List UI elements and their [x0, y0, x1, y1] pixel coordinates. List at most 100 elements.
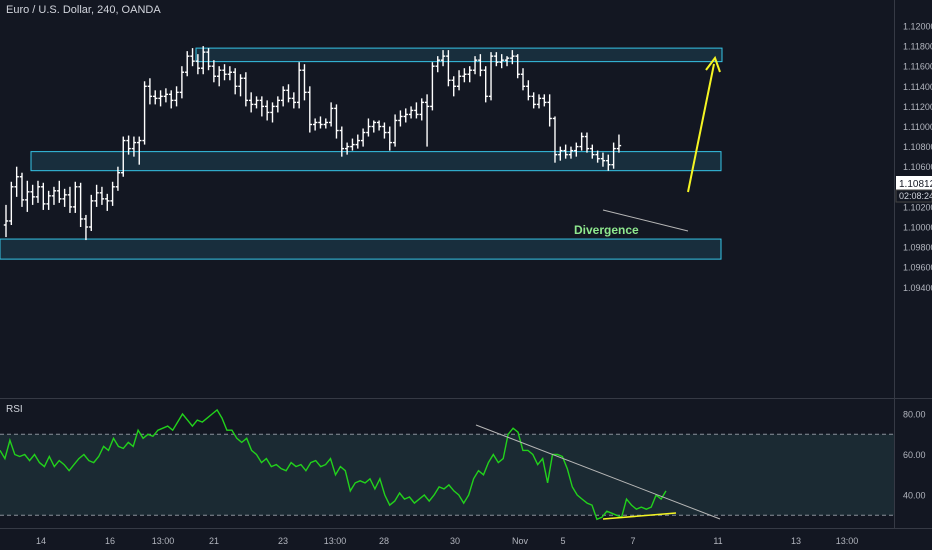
price-bar — [424, 94, 430, 147]
price-bar — [19, 172, 25, 207]
time-tick-label: 11 — [713, 536, 722, 546]
price-bar — [584, 132, 590, 153]
divergence-label: Divergence — [574, 223, 639, 237]
price-bar — [51, 186, 57, 205]
price-bar — [286, 84, 291, 103]
rsi-tick-label: 80.00 — [903, 410, 926, 420]
price-bar — [14, 166, 19, 197]
rsi-tick-label: 40.00 — [903, 491, 926, 501]
price-bar — [382, 122, 387, 139]
price-tick-label: 1.12000 — [903, 22, 932, 32]
price-bar — [371, 120, 376, 133]
time-tick-label: 30 — [450, 536, 460, 546]
time-tick-label: 28 — [379, 536, 389, 546]
price-bar — [595, 150, 600, 163]
price-bar — [126, 135, 131, 155]
price-bar — [472, 56, 478, 75]
price-bar — [307, 86, 313, 133]
price-tick-label: 1.11000 — [903, 122, 932, 132]
price-bar — [510, 50, 515, 65]
price-tick-label: 1.11400 — [903, 82, 932, 92]
price-bars — [3, 46, 622, 241]
price-bar — [552, 116, 558, 163]
price-bar — [57, 180, 62, 203]
price-bar — [606, 154, 611, 171]
price-bar — [280, 86, 286, 107]
price-bar — [536, 94, 542, 109]
price-bar — [62, 188, 67, 207]
price-bar — [542, 94, 547, 107]
price-bar — [600, 152, 606, 167]
price-bar — [131, 136, 137, 157]
support-resistance-zone — [0, 238, 722, 260]
support-resistance-zone — [195, 47, 723, 63]
price-bar — [451, 76, 456, 97]
price-bar — [147, 78, 153, 105]
price-bar — [110, 181, 115, 206]
price-bar — [387, 126, 392, 151]
price-bar — [153, 90, 158, 105]
time-tick-label: 13:00 — [836, 536, 859, 546]
price-bar — [238, 74, 243, 97]
price-bar — [339, 126, 344, 157]
price-tick-label: 1.11800 — [903, 42, 932, 52]
price-bar — [275, 96, 281, 113]
grid — [0, 0, 932, 529]
price-bar — [211, 60, 217, 83]
price-bar — [462, 68, 467, 83]
price-bar — [201, 46, 206, 75]
price-tick-label: 1.10600 — [903, 162, 932, 172]
time-tick-label: 21 — [209, 536, 219, 546]
price-tick-label: 1.11200 — [903, 102, 932, 112]
price-tick-label: 1.10000 — [903, 223, 932, 233]
rsi-band — [0, 434, 894, 516]
countdown-badge — [895, 189, 932, 203]
rsi-title: RSI — [6, 404, 23, 415]
rsi-support-line — [602, 512, 677, 520]
rsi-trendline — [475, 424, 721, 520]
price-bar — [291, 92, 297, 109]
projection-arrow — [687, 63, 715, 193]
price-bar — [30, 184, 35, 205]
time-tick-label: 5 — [560, 536, 565, 546]
price-bar — [89, 194, 94, 232]
time-tick-label: 13:00 — [324, 536, 347, 546]
price-tick-label: 1.10800 — [903, 142, 932, 152]
chart-title: Euro / U.S. Dollar, 240, OANDA — [6, 4, 161, 16]
time-axis: 14 16 13:00 21 23 13:00 28 30 Nov 5 7 11 13 13:00 — [36, 536, 858, 546]
price-bar — [590, 144, 595, 159]
price-bar — [504, 56, 510, 67]
price-bar — [478, 54, 483, 77]
price-bar — [531, 92, 536, 109]
price-bar — [46, 190, 51, 210]
price-bar — [259, 96, 265, 117]
price-bar — [344, 142, 350, 155]
price-badge — [896, 176, 932, 190]
price-bar — [526, 80, 531, 101]
price-bar — [312, 118, 318, 131]
price-bar — [360, 128, 366, 147]
price-bar — [94, 184, 99, 207]
time-tick-label: 13:00 — [152, 536, 175, 546]
time-tick-label: 7 — [630, 536, 635, 546]
price-bar — [499, 54, 504, 69]
price-bar — [142, 81, 147, 145]
support-resistance-zone — [30, 151, 722, 172]
price-bar — [488, 52, 494, 101]
projection-arrow-head — [705, 55, 721, 73]
price-bar — [328, 102, 334, 127]
price-bar — [579, 132, 584, 151]
price-tick-label: 1.09400 — [903, 283, 932, 293]
divergence-line — [602, 209, 689, 232]
rsi-line — [0, 408, 667, 521]
price-bar — [195, 54, 201, 75]
price-bar — [296, 62, 302, 109]
price-bar — [430, 62, 435, 111]
price-bar — [67, 186, 73, 213]
price-bar — [115, 166, 121, 191]
price-bar — [243, 72, 249, 107]
overlays — [475, 55, 721, 520]
price-bar — [355, 134, 360, 149]
price-bar — [419, 98, 424, 121]
